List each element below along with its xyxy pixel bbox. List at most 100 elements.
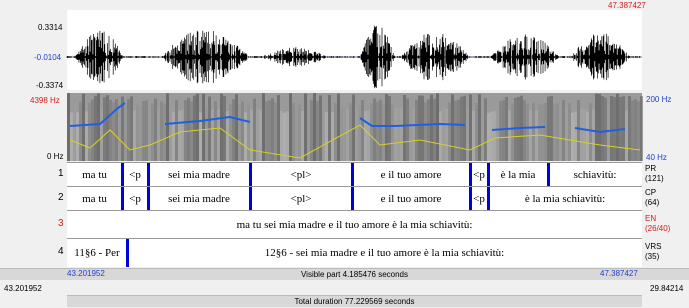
spectrogram-column bbox=[370, 103, 373, 161]
spectrogram-column bbox=[76, 112, 79, 161]
spectrogram-column bbox=[82, 94, 85, 161]
spectrogram-column bbox=[544, 103, 547, 161]
spectrogram-column bbox=[154, 99, 157, 161]
tier-name: EN bbox=[645, 214, 656, 223]
spectrogram-column bbox=[301, 111, 304, 161]
interval-label: <pl> bbox=[250, 187, 352, 211]
spectrogram-column bbox=[559, 107, 562, 161]
spectrogram-column bbox=[148, 107, 151, 161]
spectrogram-column bbox=[325, 112, 328, 161]
interval-label: <p bbox=[470, 187, 488, 211]
spectrogram-column bbox=[439, 111, 442, 161]
spectrogram-column bbox=[202, 94, 205, 161]
spectrogram-column bbox=[346, 109, 349, 161]
spectrogram-column bbox=[412, 108, 415, 161]
spectrogram-column bbox=[277, 95, 280, 161]
spectrogram-column bbox=[478, 94, 481, 161]
spectrogram-column bbox=[181, 109, 184, 161]
spectrogram-column bbox=[91, 100, 94, 161]
tier-count: (35) bbox=[645, 252, 659, 261]
spectrogram-column bbox=[361, 100, 364, 161]
spectrogram-column bbox=[226, 111, 229, 161]
spectrogram-column bbox=[229, 104, 232, 161]
interval-boundary bbox=[351, 187, 354, 211]
spectrogram-column bbox=[127, 99, 130, 161]
spectrogram-column bbox=[445, 109, 448, 161]
spectrogram-column bbox=[580, 109, 583, 161]
spectrogram-column bbox=[232, 99, 235, 161]
outer-left: 43.201952 bbox=[4, 284, 42, 293]
interval-boundary bbox=[147, 163, 150, 187]
spectrogram-column bbox=[598, 94, 601, 161]
spectrogram-column bbox=[214, 101, 217, 161]
spectrogram-column bbox=[358, 105, 361, 161]
tier-number: 1 bbox=[58, 168, 64, 179]
interval-label: <p bbox=[122, 163, 148, 187]
interval-label: <p bbox=[122, 187, 148, 211]
spectrogram-column bbox=[364, 111, 367, 161]
spectrogram-column bbox=[403, 95, 406, 161]
tier: ma tu sei mia madre e il tuo amore è la … bbox=[67, 210, 642, 239]
spectrogram-column bbox=[592, 110, 595, 161]
spectrogram-column bbox=[169, 107, 172, 161]
spectrogram-column bbox=[250, 110, 253, 161]
spectrogram-column bbox=[334, 103, 337, 161]
spectrogram-column bbox=[484, 98, 487, 161]
spectrogram-column bbox=[616, 94, 619, 161]
interval-boundary bbox=[126, 239, 129, 267]
spectrogram-column bbox=[502, 100, 505, 161]
spectrogram-column bbox=[373, 98, 376, 161]
spectrogram-column bbox=[289, 93, 292, 161]
interval-boundary bbox=[121, 163, 124, 187]
spectrogram-column bbox=[295, 106, 298, 161]
spectrogram-column bbox=[97, 93, 100, 161]
spectrogram bbox=[67, 93, 643, 161]
spectrogram-column bbox=[283, 113, 286, 161]
spectrogram-column bbox=[391, 104, 394, 161]
interval-label: <pl> bbox=[250, 163, 352, 187]
spectrogram-column bbox=[73, 107, 76, 161]
interval-boundary bbox=[121, 187, 124, 211]
spectrogram-column bbox=[490, 112, 493, 161]
tier-name: CP bbox=[645, 188, 656, 197]
spectrogram-column bbox=[166, 93, 169, 161]
spectrogram-column bbox=[469, 95, 472, 161]
spectrogram-column bbox=[184, 100, 187, 161]
spectrogram-column bbox=[178, 111, 181, 161]
tier: ma tu<psei mia madre<pl>e il tuo amore<p… bbox=[67, 186, 642, 211]
spectrogram-column bbox=[238, 105, 241, 161]
spectrogram-column bbox=[547, 97, 550, 161]
spectrogram-column bbox=[340, 106, 343, 161]
spectrogram-column bbox=[610, 96, 613, 161]
interval-label: sei mia madre bbox=[148, 187, 250, 211]
spectrogram-column bbox=[493, 111, 496, 161]
tier-name: PR bbox=[645, 164, 656, 173]
pitch-max: 200 Hz bbox=[646, 95, 671, 104]
spectrogram-column bbox=[601, 96, 604, 161]
spectrogram-column bbox=[133, 110, 136, 161]
spectrogram-column bbox=[481, 107, 484, 161]
waveform-panel bbox=[67, 10, 642, 90]
spectrogram-column bbox=[142, 101, 145, 161]
spectrogram-column bbox=[259, 110, 262, 161]
spectrogram-column bbox=[274, 103, 277, 161]
spectrogram-column bbox=[124, 105, 127, 161]
spectrogram-column bbox=[436, 93, 439, 161]
spectrogram-column bbox=[463, 96, 466, 161]
spectrogram-column bbox=[532, 103, 535, 161]
interval-label: sei mia madre bbox=[148, 163, 250, 187]
cursor-time: 47.387427 bbox=[608, 1, 646, 10]
spectrogram-column bbox=[574, 111, 577, 161]
interval-label: 11§6 - Per bbox=[67, 239, 127, 267]
spectrogram-column bbox=[220, 94, 223, 161]
spectrogram-column bbox=[448, 102, 451, 161]
spectrogram-column bbox=[253, 99, 256, 161]
spectrogram-column bbox=[631, 100, 634, 161]
spectrogram-column bbox=[583, 109, 586, 161]
spectrogram-column bbox=[376, 102, 379, 161]
spectrogram-column bbox=[415, 100, 418, 161]
spectrogram-column bbox=[556, 103, 559, 161]
spectrogram-column bbox=[241, 101, 244, 161]
spectrogram-column bbox=[100, 108, 103, 161]
